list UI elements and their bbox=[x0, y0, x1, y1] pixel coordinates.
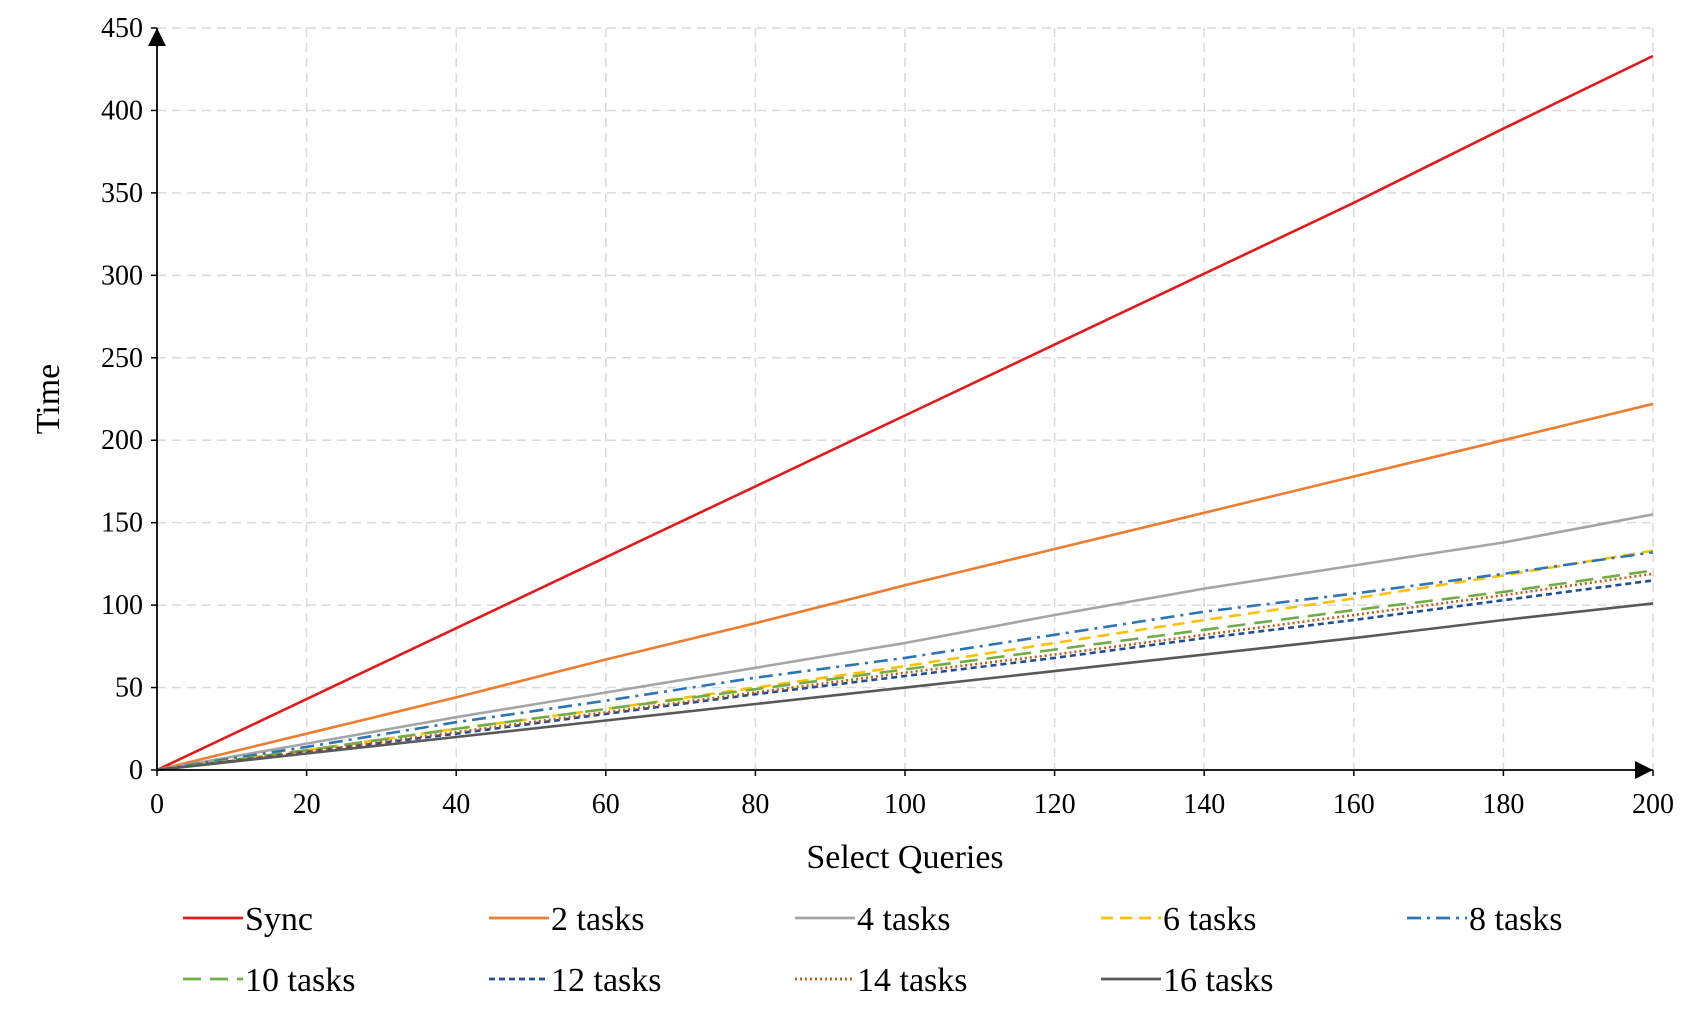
series-line bbox=[156, 402, 1654, 772]
legend-label: Sync bbox=[245, 901, 313, 938]
x-tick-label: 100 bbox=[884, 789, 926, 820]
y-tick-label: 50 bbox=[115, 673, 143, 704]
legend-item: 16 tasks bbox=[1101, 962, 1274, 999]
legend-label: 8 tasks bbox=[1469, 901, 1563, 938]
legend-item: Sync bbox=[183, 901, 313, 938]
series-line bbox=[156, 551, 1654, 772]
axes bbox=[148, 27, 1654, 779]
legend-item: 10 tasks bbox=[183, 962, 356, 999]
legend-item: 2 tasks bbox=[489, 901, 645, 938]
legend: Sync 2 tasks 4 tasks 6 tasks 8 tasks 10 tasks… bbox=[183, 901, 1563, 999]
legend-item: 8 tasks bbox=[1407, 901, 1563, 938]
y-tick-label: 250 bbox=[101, 343, 143, 374]
x-tick-label: 180 bbox=[1482, 789, 1524, 820]
series-line bbox=[156, 572, 1654, 772]
legend-label: 12 tasks bbox=[551, 962, 662, 999]
legend-label: 6 tasks bbox=[1163, 901, 1257, 938]
series-line bbox=[156, 54, 1654, 772]
y-tick-label: 450 bbox=[101, 13, 143, 44]
series-line bbox=[156, 569, 1654, 772]
x-tick-label: 140 bbox=[1183, 789, 1225, 820]
series-line bbox=[156, 602, 1654, 772]
legend-item: 6 tasks bbox=[1101, 901, 1257, 938]
tick-labels: 0 50 100 150 200 250 300 350 400 450 0 20 40 60 80 100 1… bbox=[101, 13, 1674, 820]
y-tick-label: 350 bbox=[101, 178, 143, 209]
legend-label: 14 tasks bbox=[857, 962, 968, 999]
y-tick-label: 200 bbox=[101, 425, 143, 456]
x-tick-label: 200 bbox=[1632, 789, 1674, 820]
legend-label: 4 tasks bbox=[857, 901, 951, 938]
legend-label: 16 tasks bbox=[1163, 962, 1274, 999]
x-tick-label: 80 bbox=[741, 789, 769, 820]
legend-item: 4 tasks bbox=[795, 901, 951, 938]
legend-item: 14 tasks bbox=[795, 962, 968, 999]
x-axis-title: Select Queries bbox=[806, 839, 1003, 876]
y-axis-title: Time bbox=[30, 364, 67, 435]
y-tick-label: 100 bbox=[101, 590, 143, 621]
x-tick-label: 160 bbox=[1333, 789, 1375, 820]
series-lines bbox=[156, 54, 1654, 772]
legend-label: 10 tasks bbox=[245, 962, 356, 999]
legend-label: 2 tasks bbox=[551, 901, 645, 938]
y-tick-label: 300 bbox=[101, 260, 143, 291]
legend-item: 12 tasks bbox=[489, 962, 662, 999]
x-tick-label: 0 bbox=[150, 789, 164, 820]
y-tick-label: 0 bbox=[129, 755, 143, 786]
x-tick-label: 20 bbox=[293, 789, 321, 820]
y-tick-label: 150 bbox=[101, 508, 143, 539]
x-tick-label: 60 bbox=[592, 789, 620, 820]
x-tick-label: 120 bbox=[1034, 789, 1076, 820]
x-tick-label: 40 bbox=[442, 789, 470, 820]
series-line bbox=[156, 513, 1654, 772]
y-tick-label: 400 bbox=[101, 95, 143, 126]
